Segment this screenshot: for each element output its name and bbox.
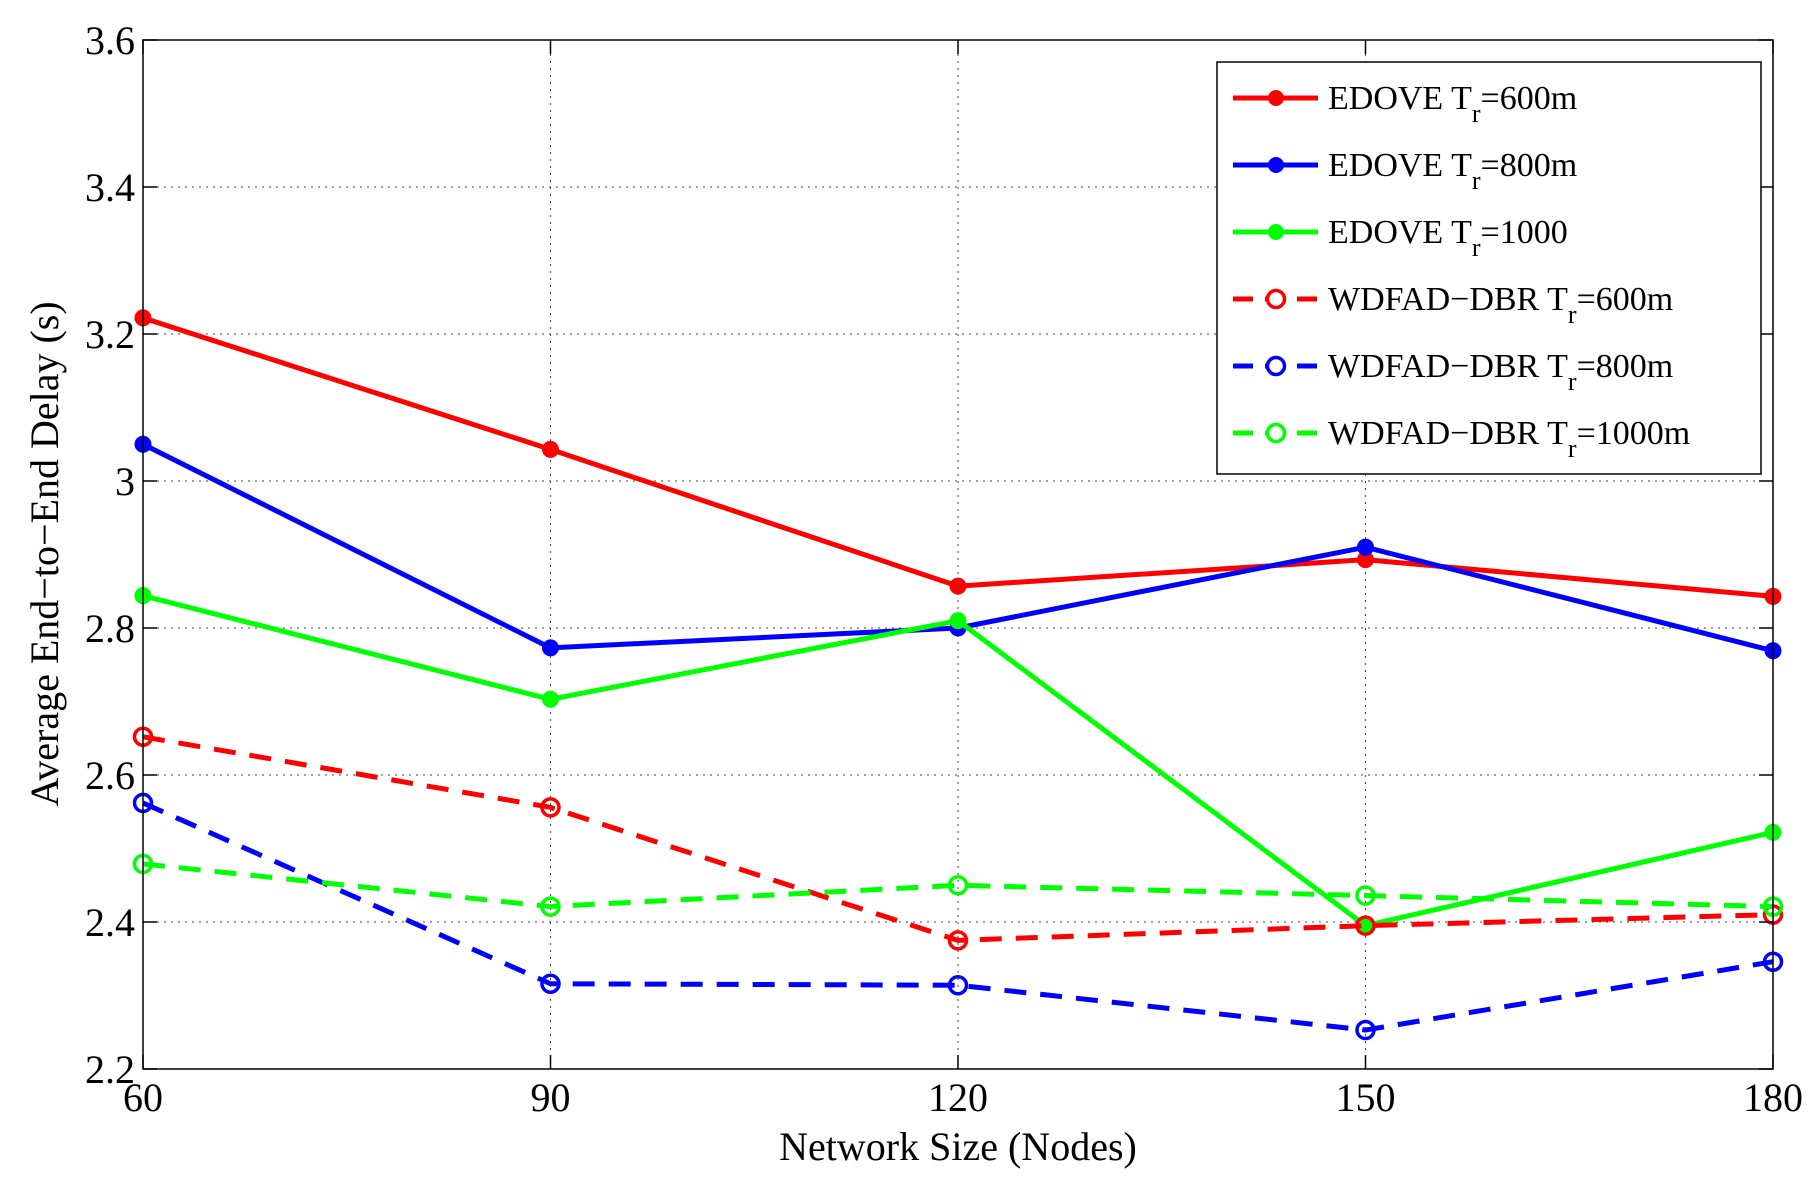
- legend-label-subscript: r: [1472, 233, 1481, 262]
- data-point: [1355, 885, 1376, 906]
- y-tick-label: 2.2: [85, 1047, 135, 1092]
- data-point: [1357, 538, 1374, 556]
- data-point: [1355, 915, 1376, 936]
- y-axis-label: Average End−to−End Delay (s): [22, 301, 67, 806]
- legend-label: WDFAD−DBR Tr=600m: [1328, 281, 1673, 329]
- data-point: [542, 440, 559, 458]
- series-line: [142, 861, 1774, 910]
- data-point: [947, 974, 969, 996]
- legend-label-suffix: =1000: [1481, 214, 1568, 251]
- legend-entry: EDOVE Tr=1000: [1233, 214, 1568, 262]
- x-tick-label: 60: [123, 1075, 163, 1120]
- legend-marker: [1268, 224, 1284, 240]
- legend-label-suffix: =1000m: [1577, 415, 1691, 452]
- y-tick-label: 3.4: [85, 165, 135, 210]
- legend-marker: [1265, 422, 1287, 444]
- legend-marker: [1268, 90, 1284, 106]
- legend-marker: [1268, 157, 1284, 173]
- legend-marker: [1265, 288, 1287, 310]
- legend-label-suffix: =800m: [1481, 147, 1578, 184]
- y-tick-label: 2.4: [85, 900, 135, 945]
- data-point: [949, 577, 967, 595]
- legend-label-main: EDOVE T: [1328, 214, 1472, 251]
- y-tick-label: 2.8: [85, 606, 135, 651]
- data-point: [1355, 1019, 1376, 1041]
- data-point: [542, 639, 559, 657]
- legend-label-subscript: r: [1472, 99, 1481, 128]
- legend-label: EDOVE Tr=800m: [1328, 147, 1577, 195]
- series-line: [141, 800, 1774, 1033]
- axis-ticks: 60 90 120 150 180 2.2 2.4 2.6 2.8 3 3.2 3.4 3.6: [85, 18, 1803, 1120]
- x-tick-label: 150: [1336, 1075, 1396, 1120]
- legend-label-subscript: r: [1568, 434, 1577, 463]
- legend-label: EDOVE Tr=1000: [1328, 214, 1568, 262]
- legend-entry: WDFAD−DBR Tr=800m: [1233, 348, 1673, 396]
- data-point: [540, 896, 561, 917]
- series-1: [134, 309, 1782, 605]
- legend-label-main: WDFAD−DBR T: [1328, 281, 1568, 318]
- legend-label-main: WDFAD−DBR T: [1328, 415, 1568, 452]
- data-point: [540, 797, 561, 818]
- series-3: [134, 587, 1782, 935]
- x-tick-label: 180: [1743, 1075, 1803, 1120]
- data-point: [947, 875, 969, 896]
- legend-marker: [1265, 355, 1287, 377]
- legend-label: WDFAD−DBR Tr=1000m: [1328, 415, 1690, 463]
- data-point: [540, 973, 561, 994]
- legend-entry: EDOVE Tr=800m: [1233, 147, 1577, 195]
- legend-label-subscript: r: [1568, 367, 1577, 396]
- y-tick-label: 3.2: [85, 312, 135, 357]
- y-tick-label: 3.6: [85, 18, 135, 63]
- legend-label-main: WDFAD−DBR T: [1328, 348, 1568, 385]
- series-line: [142, 734, 1774, 943]
- data-point: [542, 690, 559, 708]
- legend-label-suffix: =800m: [1577, 348, 1674, 385]
- x-axis-label: Network Size (Nodes): [779, 1124, 1137, 1169]
- x-tick-label: 120: [928, 1075, 988, 1120]
- data-point: [949, 612, 967, 630]
- y-tick-label: 2.6: [85, 753, 135, 798]
- legend-label-subscript: r: [1472, 166, 1481, 195]
- x-tick-label: 90: [531, 1075, 571, 1120]
- series-layer: [132, 309, 1784, 1041]
- legend-label-suffix: =600m: [1481, 80, 1578, 117]
- legend-label: WDFAD−DBR Tr=800m: [1328, 348, 1673, 396]
- legend-entry: EDOVE Tr=600m: [1233, 80, 1577, 128]
- legend-entry: WDFAD−DBR Tr=1000m: [1233, 415, 1690, 463]
- legend-label-main: EDOVE T: [1328, 80, 1472, 117]
- legend-box: [1216, 61, 1762, 475]
- legend-label-subscript: r: [1568, 300, 1577, 329]
- data-point: [947, 930, 969, 951]
- legend-label-main: EDOVE T: [1328, 147, 1472, 184]
- legend-entry: WDFAD−DBR Tr=600m: [1233, 281, 1673, 329]
- y-tick-label: 3: [115, 459, 135, 504]
- legend-label: EDOVE Tr=600m: [1328, 80, 1577, 128]
- legend-label-suffix: =600m: [1577, 281, 1674, 318]
